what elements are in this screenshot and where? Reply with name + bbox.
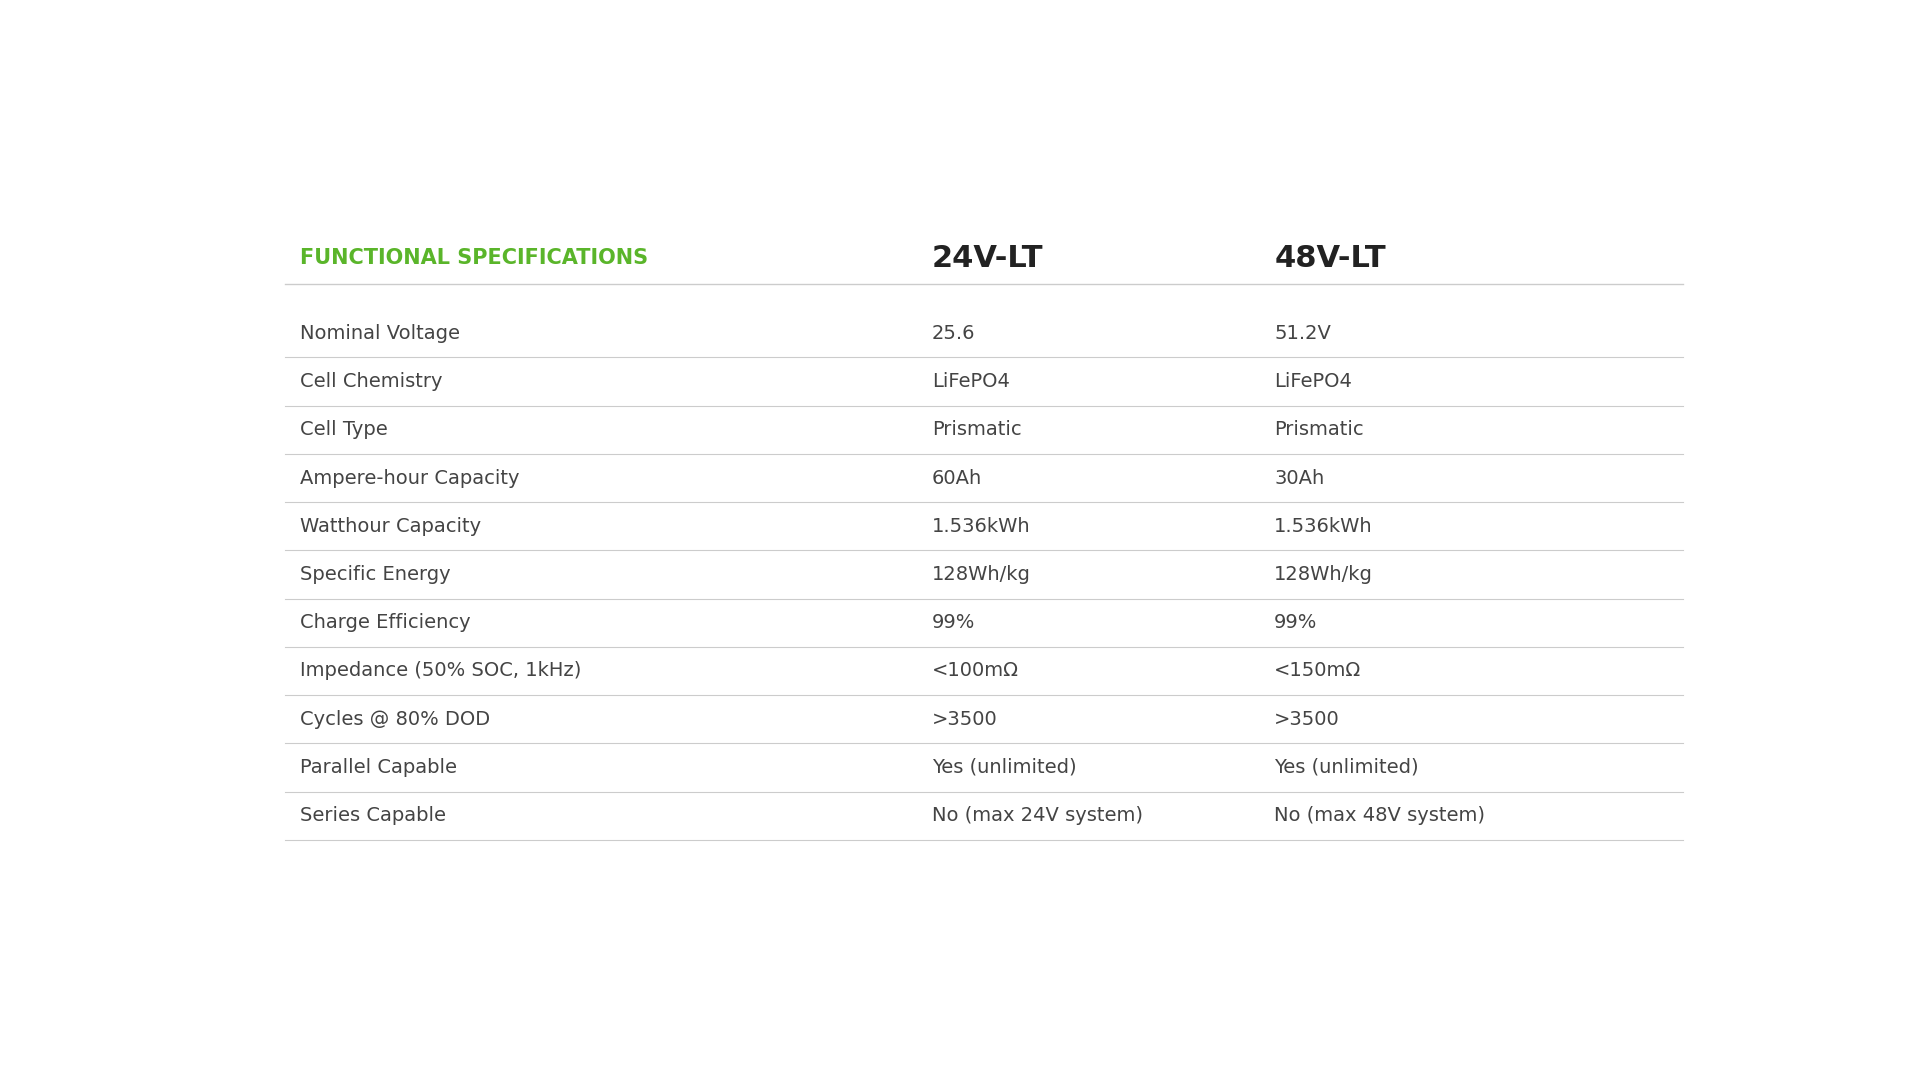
Text: Nominal Voltage: Nominal Voltage <box>300 324 459 342</box>
Text: Prismatic: Prismatic <box>931 420 1021 440</box>
Text: 1.536kWh: 1.536kWh <box>1275 516 1373 536</box>
Text: Impedance (50% SOC, 1kHz): Impedance (50% SOC, 1kHz) <box>300 661 582 680</box>
Text: Specific Energy: Specific Energy <box>300 565 449 584</box>
Text: Series Capable: Series Capable <box>300 806 445 825</box>
Text: Cell Type: Cell Type <box>300 420 388 440</box>
Text: LiFePO4: LiFePO4 <box>931 373 1010 391</box>
Text: <100mΩ: <100mΩ <box>931 661 1020 680</box>
Text: Yes (unlimited): Yes (unlimited) <box>1275 758 1419 777</box>
Text: Ampere-hour Capacity: Ampere-hour Capacity <box>300 469 518 487</box>
Text: Yes (unlimited): Yes (unlimited) <box>931 758 1077 777</box>
Text: No (max 24V system): No (max 24V system) <box>931 806 1142 825</box>
Text: Cycles @ 80% DOD: Cycles @ 80% DOD <box>300 710 490 729</box>
Text: Cell Chemistry: Cell Chemistry <box>300 373 442 391</box>
Text: Parallel Capable: Parallel Capable <box>300 758 457 777</box>
Text: 128Wh/kg: 128Wh/kg <box>931 565 1031 584</box>
Text: <150mΩ: <150mΩ <box>1275 661 1361 680</box>
Text: 99%: 99% <box>931 613 975 632</box>
Text: 51.2V: 51.2V <box>1275 324 1331 342</box>
Text: 128Wh/kg: 128Wh/kg <box>1275 565 1373 584</box>
Text: No (max 48V system): No (max 48V system) <box>1275 806 1486 825</box>
Text: FUNCTIONAL SPECIFICATIONS: FUNCTIONAL SPECIFICATIONS <box>300 248 647 269</box>
Text: Charge Efficiency: Charge Efficiency <box>300 613 470 632</box>
Text: Prismatic: Prismatic <box>1275 420 1363 440</box>
Text: >3500: >3500 <box>931 710 998 729</box>
Text: 30Ah: 30Ah <box>1275 469 1325 487</box>
Text: 1.536kWh: 1.536kWh <box>931 516 1031 536</box>
Text: 48V-LT: 48V-LT <box>1275 244 1386 273</box>
Text: >3500: >3500 <box>1275 710 1340 729</box>
Text: 24V-LT: 24V-LT <box>931 244 1043 273</box>
Text: LiFePO4: LiFePO4 <box>1275 373 1352 391</box>
Text: Watthour Capacity: Watthour Capacity <box>300 516 480 536</box>
Text: 99%: 99% <box>1275 613 1317 632</box>
Text: 60Ah: 60Ah <box>931 469 983 487</box>
Text: 25.6: 25.6 <box>931 324 975 342</box>
